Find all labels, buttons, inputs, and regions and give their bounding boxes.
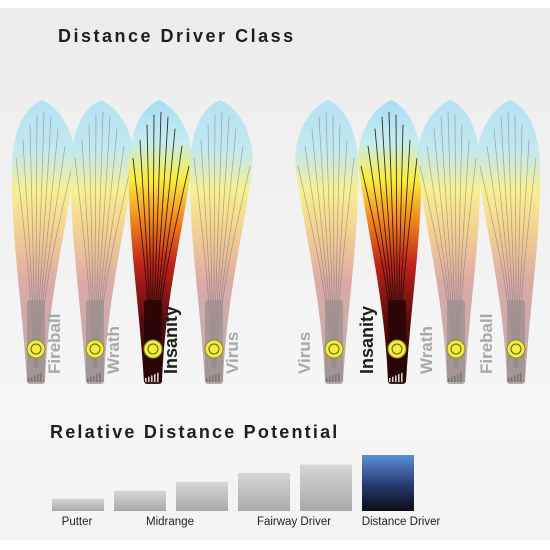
rating-tick [392, 376, 394, 382]
rating-tick [151, 375, 153, 382]
relative-distance-title: Relative Distance Potential [50, 422, 340, 442]
rating-tick [28, 378, 30, 382]
rating-tick [145, 378, 147, 382]
disc-icon-ring [510, 343, 522, 355]
flight-fan-wrath-right: Wrath [417, 100, 481, 384]
rating-tick [454, 375, 456, 382]
flight-fan-insanity-right: Insanity [357, 100, 422, 384]
disc-icon [26, 339, 46, 359]
rating-tick [93, 375, 95, 382]
disc-icon [143, 339, 163, 359]
disc-icon [204, 339, 224, 359]
rating-tick [37, 374, 39, 382]
disc-icon [85, 339, 105, 359]
disc-name-label: Fireball [477, 314, 496, 374]
rating-tick [96, 374, 98, 382]
flight-paths-illustration: Fireball Wrath Insanity Virus Virus Insanity W… [11, 100, 541, 384]
distance-bar [362, 455, 414, 511]
rating-tick [87, 378, 89, 382]
rating-tick [154, 374, 156, 382]
rating-tick [338, 372, 340, 382]
flight-fan-virus-left: Virus [189, 100, 253, 384]
flight-fan-fireball-left: Fireball [11, 100, 75, 384]
rating-tick [389, 378, 391, 382]
midrange-label: Midrange [146, 516, 194, 528]
rating-tick [99, 372, 101, 382]
disc-icon-ring [450, 343, 462, 355]
distance-bar [300, 464, 352, 511]
driver-class-title: Distance Driver Class [58, 26, 296, 46]
rating-tick [508, 378, 510, 382]
distance-bar [176, 481, 228, 511]
rating-tick [329, 376, 331, 382]
disc-icon-ring [30, 343, 42, 355]
rating-tick [448, 378, 450, 382]
rating-tick [212, 375, 214, 382]
rating-tick [40, 372, 42, 382]
disc-name-label: Insanity [357, 306, 377, 374]
rating-tick [395, 375, 397, 382]
disc-name-label: Wrath [104, 326, 123, 374]
rating-tick [31, 376, 33, 382]
disc-icon-ring [89, 343, 101, 355]
disc-name-label: Virus [223, 332, 242, 374]
rating-tick [451, 376, 453, 382]
rating-tick [215, 374, 217, 382]
distance-bar [238, 472, 290, 511]
flight-fan-insanity-left: Insanity [128, 100, 192, 384]
flight-fan-virus-right: Virus [295, 100, 359, 384]
disc-name-label: Insanity [161, 306, 181, 374]
rating-tick [209, 376, 211, 382]
rating-tick [398, 374, 400, 382]
flight-fan-wrath-left: Wrath [70, 100, 134, 384]
fairway-driver-label: Fairway Driver [256, 516, 332, 528]
disc-icon [506, 339, 526, 359]
putter-label: Putter [61, 516, 93, 528]
disc-name-label: Virus [295, 332, 314, 374]
disc-name-label: Fireball [45, 314, 64, 374]
rating-tick [514, 375, 516, 382]
disc-icon-ring [147, 343, 159, 355]
distance-driver-label: Distance Driver [361, 516, 441, 528]
rating-tick [335, 374, 337, 382]
rating-tick [520, 372, 522, 382]
rating-tick [326, 378, 328, 382]
distance-bar [52, 498, 104, 511]
distance-bar [114, 490, 166, 511]
disc-icon [446, 339, 466, 359]
rating-tick [401, 372, 403, 382]
disc-icon-ring [391, 343, 403, 355]
disc-icon-ring [208, 343, 220, 355]
rating-tick [148, 376, 150, 382]
rating-tick [90, 376, 92, 382]
rating-tick [157, 372, 159, 382]
disc-icon [324, 339, 344, 359]
disc-icon-ring [328, 343, 340, 355]
rating-tick [34, 375, 36, 382]
disc-icon [387, 339, 407, 359]
rating-tick [206, 378, 208, 382]
rating-tick [218, 372, 220, 382]
flight-fan-fireball-right: Fireball [477, 100, 541, 384]
rating-tick [457, 374, 459, 382]
rating-tick [511, 376, 513, 382]
rating-tick [460, 372, 462, 382]
rating-tick [517, 374, 519, 382]
disc-name-label: Wrath [417, 326, 436, 374]
rating-tick [332, 375, 334, 382]
